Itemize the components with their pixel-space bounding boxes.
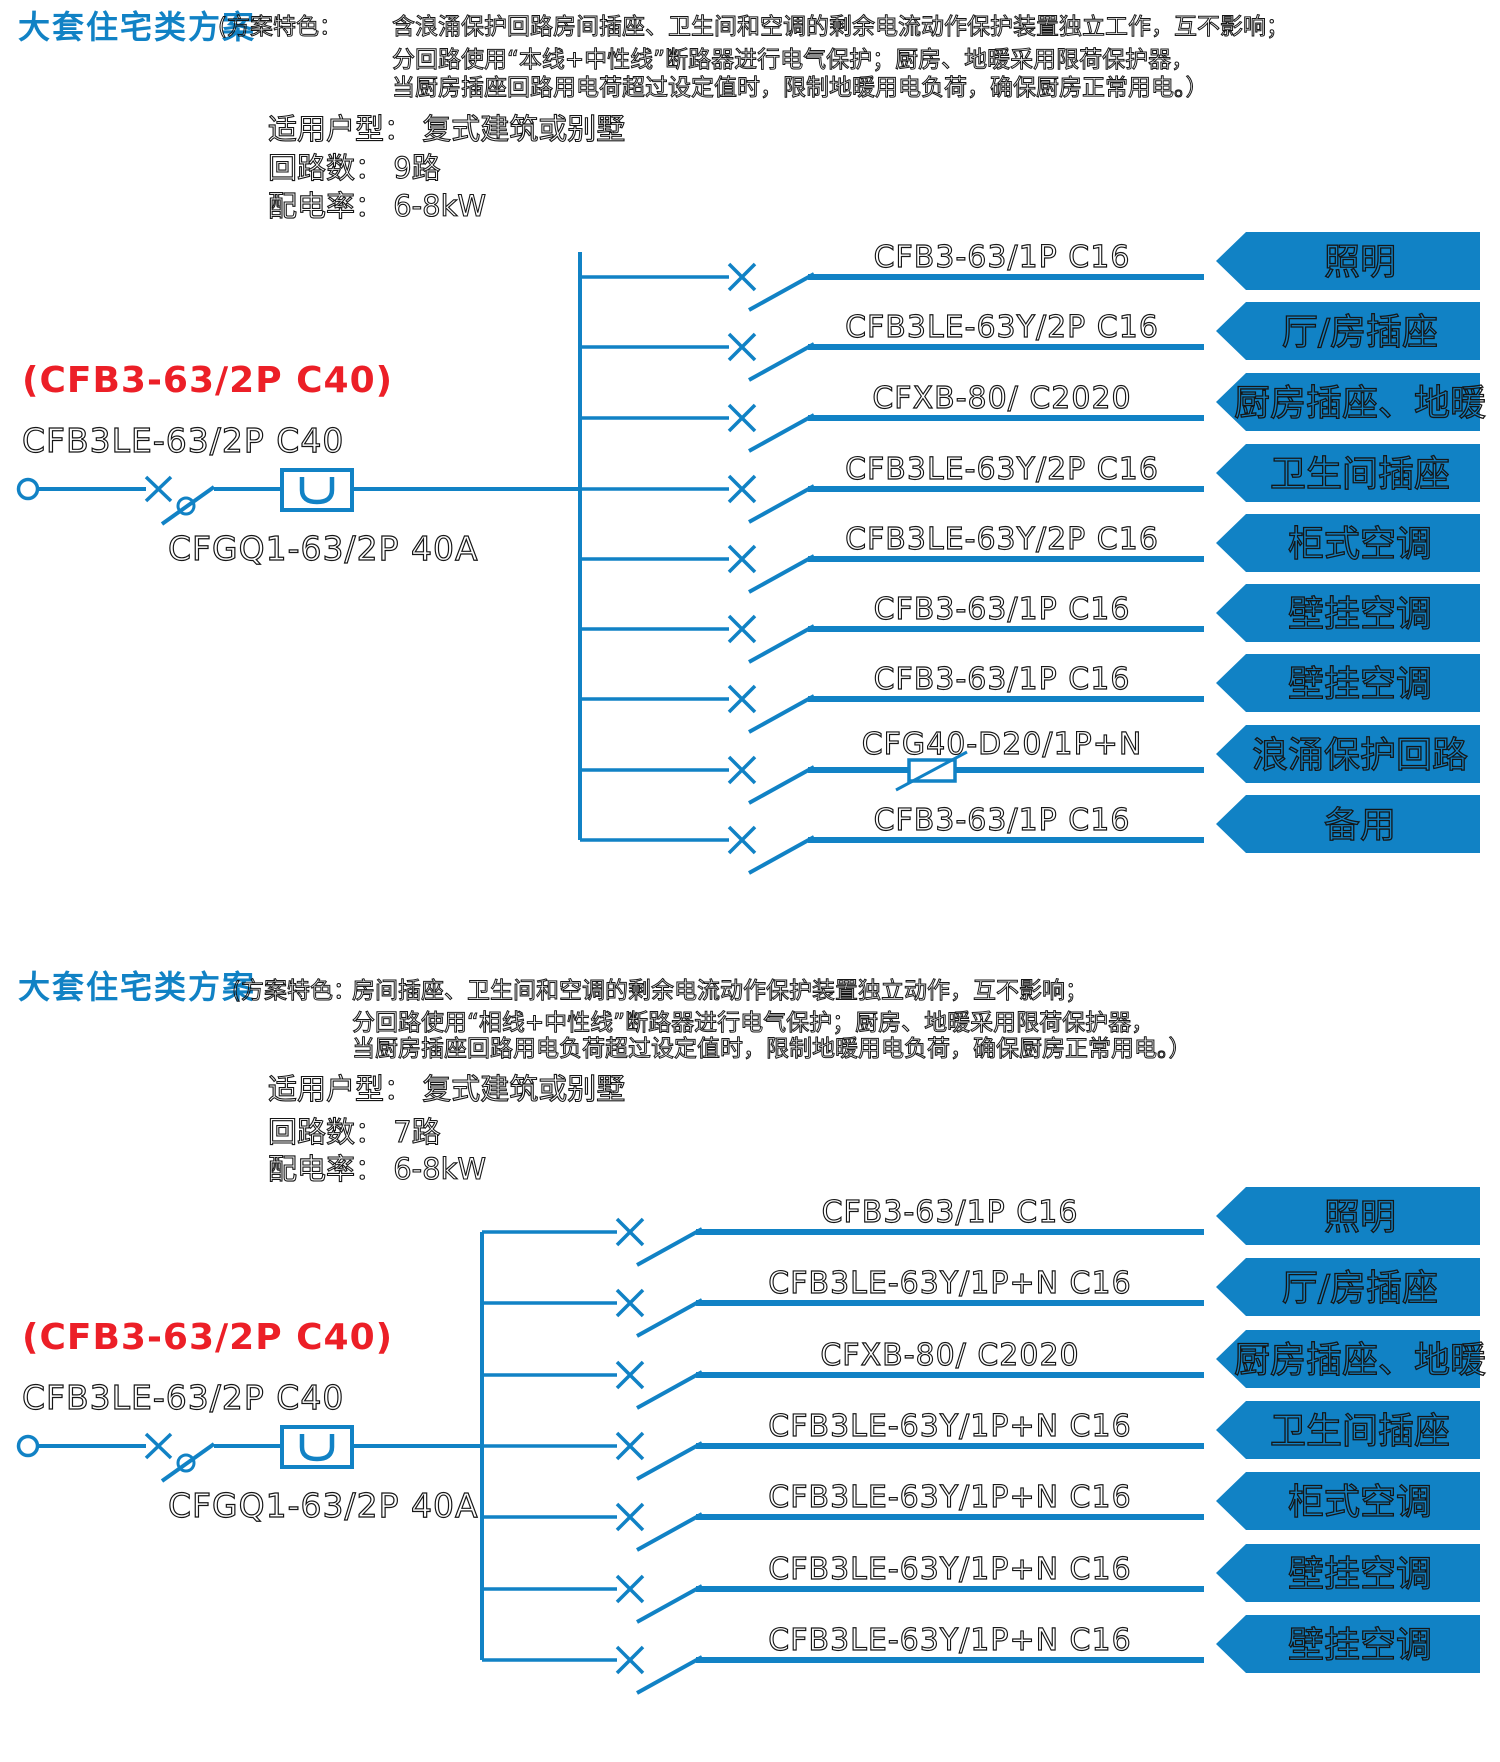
circuit-model-label: CFB3LE-63Y/2P C16 — [845, 452, 1159, 487]
circuit-row: CFB3LE-63Y/1P+N C16 壁挂空调 — [482, 1615, 1480, 1693]
incoming-feed — [19, 1232, 484, 1660]
circuit-row: CFB3-63/1P C16 壁挂空调 — [580, 654, 1480, 732]
info-line-circuit-count: 回路数： 7路 — [268, 1115, 441, 1149]
circuit-model-label: CFB3LE-63Y/1P+N C16 — [768, 1409, 1131, 1444]
circuit-model-label: CFXB-80/ C2020 — [872, 381, 1131, 416]
circuit-row: CFB3LE-63Y/1P+N C16 卫生间插座 — [482, 1401, 1480, 1479]
feature-line: 房间插座、卫生间和空调的剩余电流动作保护装置独立动作，互不影响； — [352, 978, 1088, 1004]
feature-line: 含浪涌保护回路房间插座、卫生间和空调的剩余电流动作保护装置独立工作，互不影响； — [392, 14, 1289, 40]
main-breaker-alt-label: (CFB3-63/2P C40) — [22, 360, 393, 401]
isolator-label: CFGQ1-63/2P 40A — [168, 529, 479, 568]
circuit-model-label: CFB3LE-63Y/1P+N C16 — [768, 1552, 1131, 1587]
scheme-title: 大套住宅类方案 — [18, 968, 256, 1006]
info-line-house-type: 适用户型： 复式建筑或别墅 — [268, 1072, 625, 1106]
circuit-model-label: CFG40-D20/1P+N — [862, 727, 1143, 762]
circuit-row: CFXB-80/ C2020 厨房插座、地暖 — [482, 1330, 1487, 1408]
circuit-banner-label: 卫生间插座 — [1270, 454, 1450, 495]
circuit-model-label: CFB3LE-63Y/1P+N C16 — [768, 1623, 1131, 1658]
circuit-model-label: CFB3-63/1P C16 — [874, 803, 1131, 838]
circuit-banner-label: 厨房插座、地暖 — [1234, 383, 1486, 424]
isolator-label: CFGQ1-63/2P 40A — [168, 1486, 479, 1525]
circuit-row: CFB3-63/1P C16 备用 — [580, 795, 1480, 873]
circuit-row: CFG40-D20/1P+N 浪涌保护回路 — [580, 725, 1480, 803]
circuit-banner-label: 柜式空调 — [1288, 1482, 1432, 1523]
circuit-banner-label: 厨房插座、地暖 — [1234, 1340, 1486, 1381]
circuit-row: CFB3-63/1P C16 照明 — [580, 232, 1480, 310]
circuit-model-label: CFB3-63/1P C16 — [874, 592, 1131, 627]
branch-tap-icon — [580, 757, 1204, 803]
incoming-feed — [19, 252, 582, 840]
circuit-model-label: CFXB-80/ C2020 — [820, 1338, 1079, 1373]
main-breaker-label: CFB3LE-63/2P C40 — [22, 421, 344, 460]
info-line-power-rating: 配电率： 6-8kW — [268, 189, 486, 223]
circuit-banner-label: 备用 — [1324, 805, 1396, 846]
info-line-power-rating: 配电率： 6-8kW — [268, 1152, 486, 1186]
surge-protector-icon — [895, 750, 968, 792]
circuit-model-label: CFB3-63/1P C16 — [822, 1195, 1079, 1230]
circuit-model-label: CFB3LE-63Y/1P+N C16 — [768, 1480, 1131, 1515]
circuit-row: CFB3-63/1P C16 壁挂空调 — [580, 584, 1480, 662]
scheme-1-diagram: 大套住宅类方案 (方案特色： 含浪涌保护回路房间插座、卫生间和空调的剩余电流动作… — [0, 8, 1487, 880]
main-breaker-label: CFB3LE-63/2P C40 — [22, 1378, 344, 1417]
main-breaker-alt-label: (CFB3-63/2P C40) — [22, 1317, 393, 1358]
feature-prefix: (方案特色： — [232, 978, 356, 1004]
circuit-row: CFB3-63/1P C16 照明 — [482, 1187, 1480, 1265]
feature-line: 分回路使用“本线+中性线”断路器进行电气保护；厨房、地暖采用限荷保护器， — [392, 47, 1194, 73]
circuit-model-label: CFB3LE-63Y/2P C16 — [845, 310, 1159, 345]
circuit-row: CFB3LE-63Y/2P C16 卫生间插座 — [580, 444, 1480, 522]
feature-line: 当厨房插座回路用电负荷超过设定值时，限制地暖用电负荷，确保厨房正常用电。） — [352, 1036, 1192, 1062]
info-line-house-type: 适用户型： 复式建筑或别墅 — [268, 112, 625, 146]
circuit-banner-label: 浪涌保护回路 — [1252, 735, 1468, 776]
circuit-banner-label: 厅/房插座 — [1282, 1268, 1438, 1309]
circuit-row: CFB3LE-63Y/1P+N C16 柜式空调 — [482, 1472, 1480, 1550]
scheme-title: 大套住宅类方案 — [18, 8, 256, 46]
circuit-banner-label: 卫生间插座 — [1270, 1411, 1450, 1452]
circuit-banner-label: 照明 — [1324, 1197, 1396, 1238]
circuit-banner-label: 壁挂空调 — [1288, 1625, 1432, 1666]
circuit-model-label: CFB3LE-63Y/2P C16 — [845, 522, 1159, 557]
circuit-banner-label: 壁挂空调 — [1288, 594, 1432, 635]
info-line-circuit-count: 回路数： 9路 — [268, 151, 441, 185]
circuit-model-label: CFB3-63/1P C16 — [874, 240, 1131, 275]
feature-line: 分回路使用“相线+中性线”断路器进行电气保护；厨房、地暖采用限荷保护器， — [352, 1010, 1154, 1036]
circuit-row: CFB3LE-63Y/1P+N C16 壁挂空调 — [482, 1544, 1480, 1622]
circuit-row: CFB3LE-63Y/2P C16 柜式空调 — [580, 514, 1480, 592]
circuit-row: CFB3LE-63Y/2P C16 厅/房插座 — [580, 302, 1480, 380]
circuit-banner-label: 壁挂空调 — [1288, 1554, 1432, 1595]
circuit-banner-label: 壁挂空调 — [1288, 664, 1432, 705]
circuit-row: CFXB-80/ C2020 厨房插座、地暖 — [580, 373, 1487, 451]
circuit-row: CFB3LE-63Y/1P+N C16 厅/房插座 — [482, 1258, 1480, 1336]
circuit-model-label: CFB3-63/1P C16 — [874, 662, 1131, 697]
scheme-2-diagram: 大套住宅类方案 (方案特色： 房间插座、卫生间和空调的剩余电流动作保护装置独立动… — [0, 968, 1487, 1762]
feature-prefix: (方案特色： — [218, 14, 342, 40]
circuit-model-label: CFB3LE-63Y/1P+N C16 — [768, 1266, 1131, 1301]
circuit-banner-label: 柜式空调 — [1288, 524, 1432, 565]
circuit-banner-label: 厅/房插座 — [1282, 312, 1438, 353]
circuit-banner-label: 照明 — [1324, 242, 1396, 283]
feature-line: 当厨房插座回路用电荷超过设定值时，限制地暖用电负荷，确保厨房正常用电。） — [392, 75, 1209, 101]
